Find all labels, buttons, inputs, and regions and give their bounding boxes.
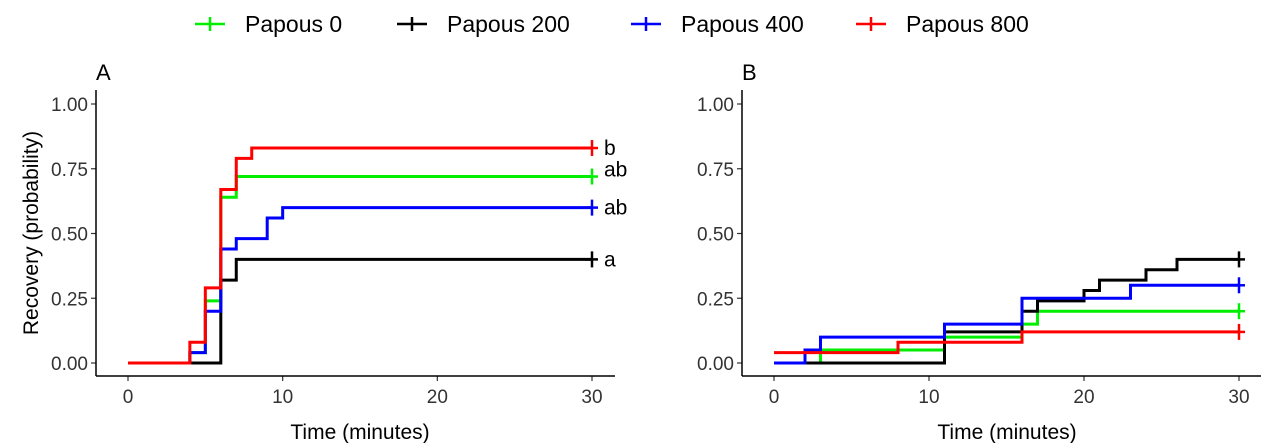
panel-a-annotation-1: a: [604, 248, 616, 271]
panel-b-yticks: 0.00 0.25 0.50 0.75 1.00: [697, 95, 742, 375]
panel-a-tag: A: [96, 60, 111, 85]
legend-item-2: Papous 400: [631, 11, 804, 37]
panel-a-xtick-label-3: 30: [581, 387, 602, 408]
panel-b-series-line-0: [774, 309, 1239, 365]
panel-a-xtick-label-2: 20: [427, 387, 448, 408]
panel-a-ytick-label-1: 0.25: [51, 289, 88, 310]
legend-label-2: Papous 400: [681, 11, 804, 37]
panel-a-ytick-label-0: 0.00: [51, 354, 88, 375]
legend-item-1: Papous 200: [397, 11, 570, 37]
legend-label-3: Papous 800: [906, 11, 1029, 37]
panel-a-annotation-0: ab: [604, 159, 627, 182]
panel-a-series-line-3: [128, 146, 592, 365]
panel-b-xticks: 0 10 20 30: [769, 376, 1250, 408]
panel-b-xtick-label-1: 10: [918, 387, 939, 408]
panel-b-tag: B: [742, 60, 757, 85]
panel-b: B 0.00 0.25 0.50 0.75 1.00 0 10 20 30 Time (min…: [697, 60, 1261, 443]
panel-b-ytick-label-0: 0.00: [697, 354, 734, 375]
panel-a-series-line-1: [128, 257, 592, 365]
panel-a-series-line-0: [128, 175, 592, 365]
panel-a-series-line-2: [128, 206, 592, 365]
panel-a-ytick-label-2: 0.50: [51, 225, 88, 246]
legend-item-3: Papous 800: [856, 11, 1029, 37]
panel-a-xtick-label-0: 0: [123, 387, 134, 408]
legend-item-0: Papous 0: [195, 11, 342, 37]
panel-b-xtick-label-2: 20: [1073, 387, 1094, 408]
panel-a: A Recovery (probability) 0.00 0.25 0.50 0.7…: [20, 60, 627, 443]
legend: Papous 0 Papous 200 Papous 400 Papous 80…: [195, 11, 1029, 37]
panel-a-annotation-3: b: [604, 137, 616, 160]
panel-b-xtick-label-3: 30: [1228, 387, 1249, 408]
panel-a-xtick-label-1: 10: [272, 387, 293, 408]
panel-b-series-line-3: [774, 330, 1239, 355]
panel-a-ytick-label-3: 0.75: [51, 160, 88, 181]
panel-b-series: [774, 251, 1245, 365]
panel-a-xticks: 0 10 20 30: [123, 376, 603, 408]
panel-a-yticks: 0.00 0.25 0.50 0.75 1.00: [51, 95, 96, 375]
panel-a-ytick-label-4: 1.00: [51, 95, 88, 116]
panel-b-xlabel: Time (minutes): [937, 421, 1076, 443]
legend-label-0: Papous 0: [245, 11, 342, 37]
panel-a-xlabel: Time (minutes): [290, 421, 429, 443]
panel-b-ytick-label-1: 0.25: [697, 289, 734, 310]
panel-a-ylabel: Recovery (probability): [20, 131, 43, 335]
panel-a-annotation-2: ab: [604, 197, 627, 220]
panel-b-ytick-label-3: 0.75: [697, 160, 734, 181]
panel-b-xtick-label-0: 0: [769, 387, 780, 408]
panel-b-ytick-label-4: 1.00: [697, 95, 734, 116]
panel-a-series: [128, 140, 598, 365]
legend-label-1: Papous 200: [447, 11, 570, 37]
panel-b-ytick-label-2: 0.50: [697, 225, 734, 246]
